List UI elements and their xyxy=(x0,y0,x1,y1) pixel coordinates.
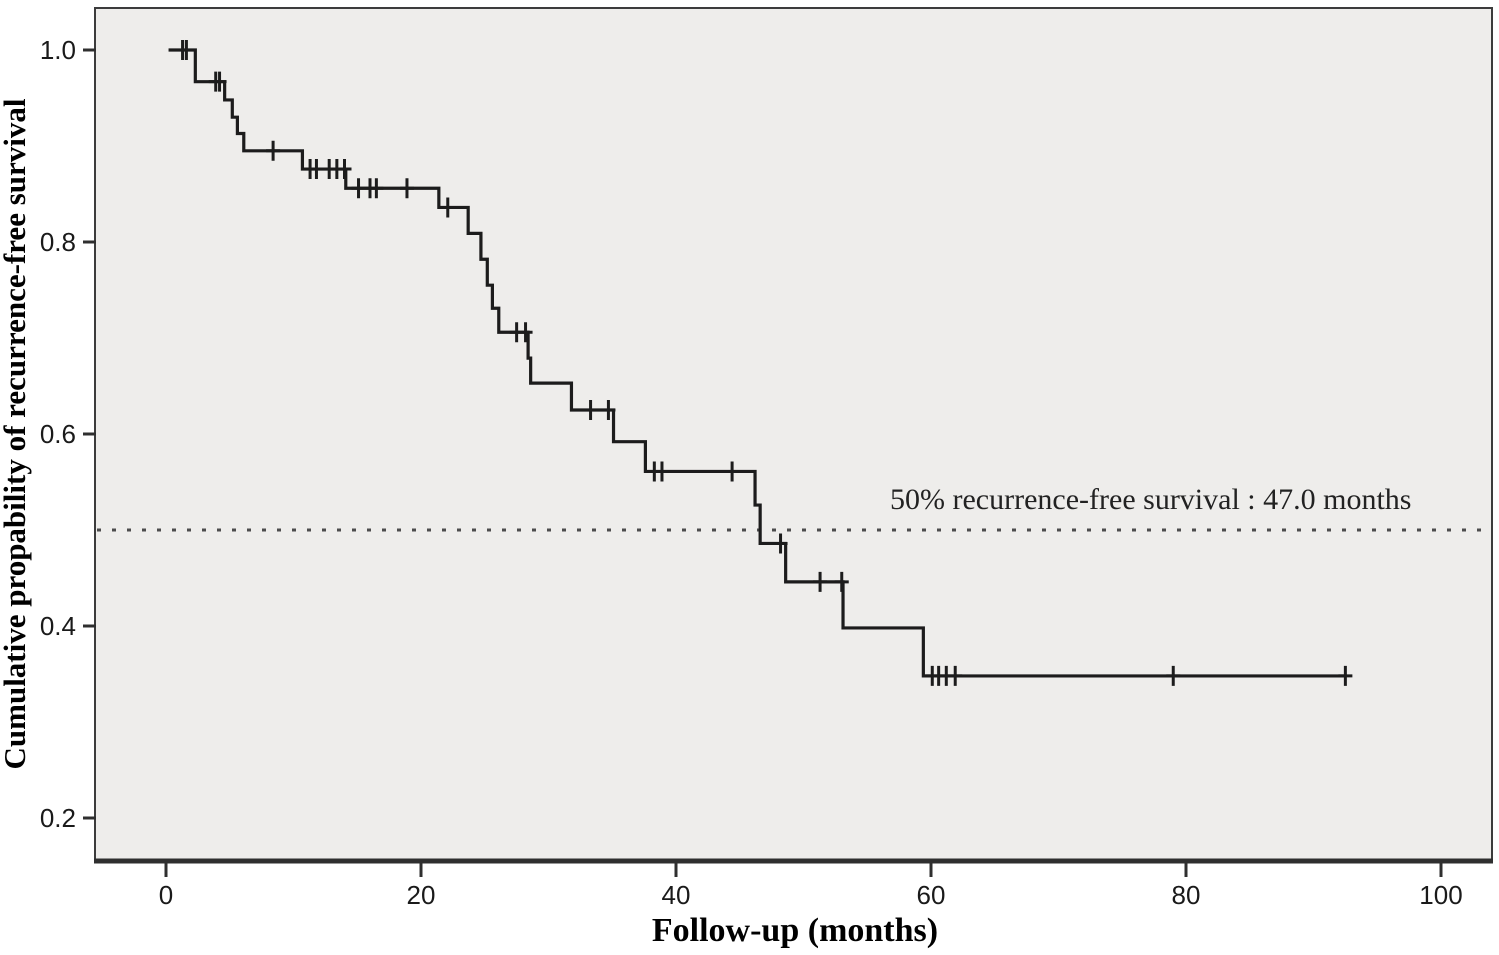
x-tick-label: 20 xyxy=(407,880,436,910)
y-tick-label: 0.6 xyxy=(40,419,76,449)
y-tick-label: 1.0 xyxy=(40,35,76,65)
x-tick-label: 0 xyxy=(159,880,173,910)
y-axis-title: Cumulative propability of recurrence-fre… xyxy=(0,98,32,769)
median-annotation: 50% recurrence-free survival : 47.0 mont… xyxy=(890,483,1411,516)
plot-background xyxy=(94,7,1493,861)
x-tick-label: 40 xyxy=(662,880,691,910)
y-tick-label: 0.4 xyxy=(40,611,76,641)
y-axis-ticks: 0.2 0.4 0.6 0.8 1.0 xyxy=(40,35,96,833)
x-tick-label: 80 xyxy=(1172,880,1201,910)
censor-marks xyxy=(175,40,1353,686)
x-axis-title: Follow-up (months) xyxy=(652,912,938,949)
y-tick-label: 0.2 xyxy=(40,803,76,833)
x-tick-label: 60 xyxy=(917,880,946,910)
survival-curve xyxy=(168,48,1347,678)
x-axis-ticks: 0 20 40 60 80 100 xyxy=(159,861,1463,910)
x-tick-label: 100 xyxy=(1419,880,1462,910)
y-tick-label: 0.8 xyxy=(40,227,76,257)
